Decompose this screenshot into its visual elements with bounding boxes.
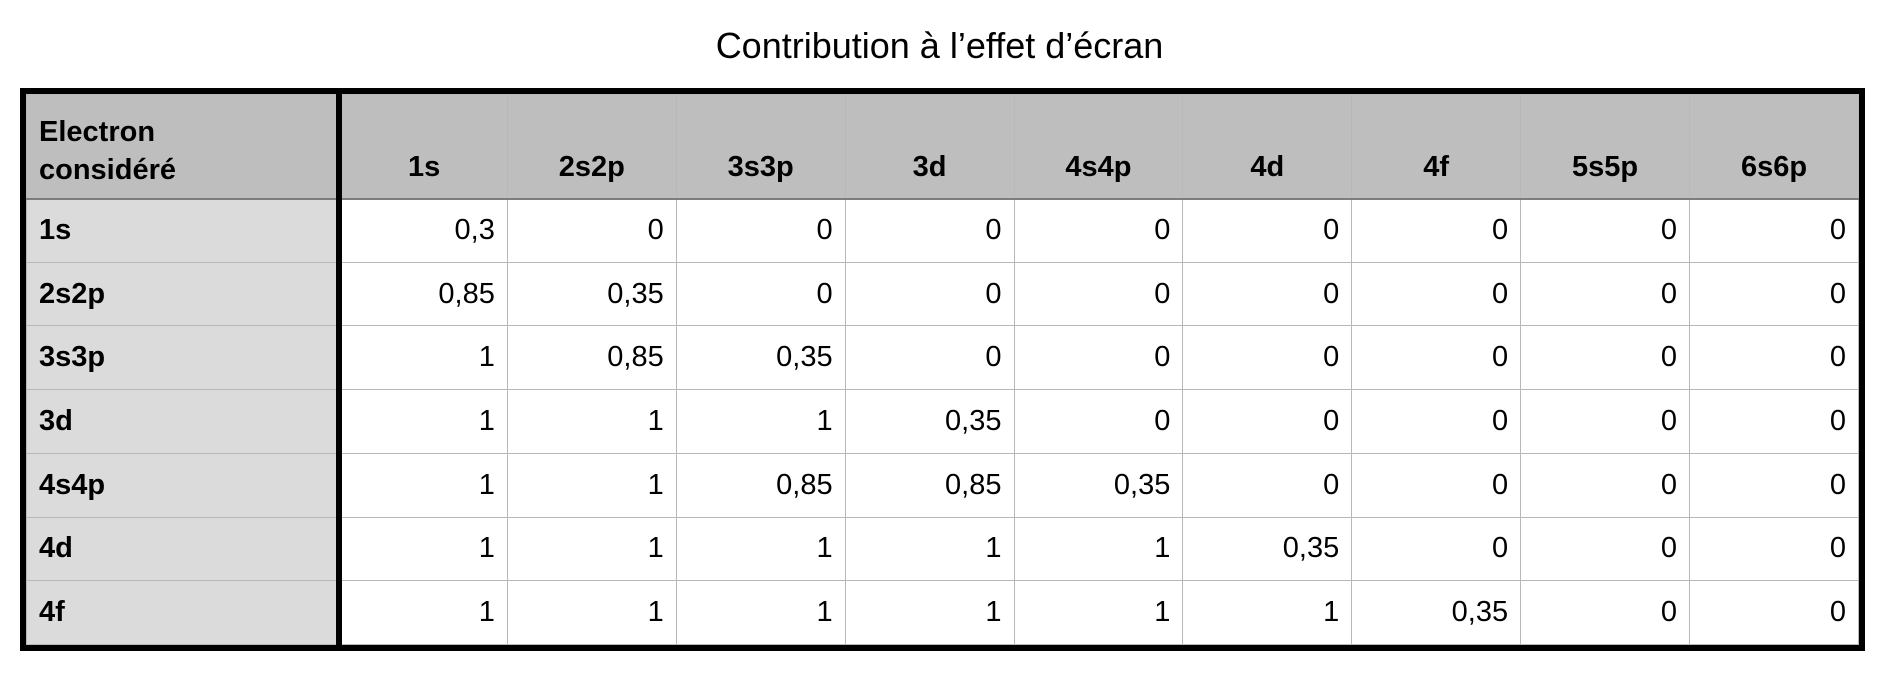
table-cell: 0 xyxy=(1182,198,1353,263)
table-cell: 0,85 xyxy=(675,452,846,518)
column-header-5s5p: 5s5p xyxy=(1520,94,1690,200)
table-cell: 0,85 xyxy=(506,325,677,391)
table-cell: 0,35 xyxy=(1013,452,1184,518)
table-cell: 0,35 xyxy=(675,325,846,391)
table-row: 4d 1 1 1 1 1 0,35 0 0 0 xyxy=(26,516,1859,582)
table-cell: 1 xyxy=(338,516,508,582)
table-cell: 0 xyxy=(1182,452,1353,518)
table-cell: 0 xyxy=(675,198,846,263)
table-cell: 0 xyxy=(1351,389,1522,454)
table-row: 4f 1 1 1 1 1 1 0,35 0 0 xyxy=(26,580,1859,645)
table-cell: 0 xyxy=(1520,452,1690,518)
row-header: 3d xyxy=(26,389,342,454)
table-cell: 1 xyxy=(1182,580,1353,645)
table-cell: 1 xyxy=(506,389,677,454)
table-cell: 0 xyxy=(1520,580,1690,645)
column-header-1s: 1s xyxy=(338,94,508,200)
table-cell: 0 xyxy=(1520,325,1690,391)
table-cell: 0 xyxy=(1351,452,1522,518)
corner-label-line1: Electron xyxy=(39,116,156,148)
table-cell: 0 xyxy=(1520,261,1690,327)
screening-table-grid: Electron considéré 1s 2s2p 3s3p 3d 4s4p … xyxy=(26,94,1859,645)
table-cell: 0 xyxy=(1182,389,1353,454)
row-header: 1s xyxy=(26,198,342,263)
table-cell: 0 xyxy=(506,198,677,263)
table-cell: 1 xyxy=(506,580,677,645)
table-cell: 1 xyxy=(338,452,508,518)
table-cell: 0 xyxy=(1351,325,1522,391)
table-cell: 0 xyxy=(1689,516,1859,582)
table-cell: 0 xyxy=(1013,198,1184,263)
table-cell: 0 xyxy=(844,198,1015,263)
table-cell: 0,35 xyxy=(1351,580,1522,645)
row-header: 4d xyxy=(26,516,342,582)
table-cell: 1 xyxy=(1013,580,1184,645)
table-cell: 0 xyxy=(1689,452,1859,518)
table-cell: 1 xyxy=(506,452,677,518)
page-title: Contribution à l’effet d’écran xyxy=(715,25,1164,66)
table-cell: 0 xyxy=(1689,261,1859,327)
column-header-3s3p: 3s3p xyxy=(675,94,846,200)
table-cell: 1 xyxy=(338,325,508,391)
table-row: 1s 0,3 0 0 0 0 0 0 0 0 xyxy=(26,198,1859,263)
header-row: Electron considéré 1s 2s2p 3s3p 3d 4s4p … xyxy=(26,94,1859,200)
column-header-4f: 4f xyxy=(1351,94,1522,200)
column-header-6s6p: 6s6p xyxy=(1689,94,1859,200)
table-cell: 1 xyxy=(675,580,846,645)
table-cell: 1 xyxy=(844,516,1015,582)
table-cell: 0,85 xyxy=(844,452,1015,518)
table-row: 3s3p 1 0,85 0,35 0 0 0 0 0 0 xyxy=(26,325,1859,391)
table-cell: 0 xyxy=(1013,261,1184,327)
table-cell: 0,35 xyxy=(506,261,677,327)
table-cell: 0 xyxy=(844,261,1015,327)
screening-table: Electron considéré 1s 2s2p 3s3p 3d 4s4p … xyxy=(20,88,1865,651)
table-cell: 0 xyxy=(1689,389,1859,454)
column-header-4s4p: 4s4p xyxy=(1013,94,1184,200)
table-cell: 0 xyxy=(1689,580,1859,645)
table-cell: 1 xyxy=(675,516,846,582)
table-cell: 0 xyxy=(1013,389,1184,454)
table-cell: 0,35 xyxy=(1182,516,1353,582)
table-cell: 0 xyxy=(1689,325,1859,391)
corner-label-line2: considéré xyxy=(39,154,176,186)
table-cell: 0 xyxy=(1520,389,1690,454)
table-row: 3d 1 1 1 0,35 0 0 0 0 0 xyxy=(26,389,1859,454)
table-cell: 0 xyxy=(675,261,846,327)
table-cell: 1 xyxy=(338,389,508,454)
corner-header: Electron considéré xyxy=(26,94,342,200)
table-row: 2s2p 0,85 0,35 0 0 0 0 0 0 0 xyxy=(26,261,1859,327)
table-cell: 1 xyxy=(675,389,846,454)
table-cell: 0 xyxy=(1182,261,1353,327)
column-header-3d: 3d xyxy=(844,94,1015,200)
row-header: 3s3p xyxy=(26,325,342,391)
column-header-4d: 4d xyxy=(1182,94,1353,200)
table-cell: 0 xyxy=(1351,261,1522,327)
table-cell: 0,35 xyxy=(844,389,1015,454)
table-cell: 0,3 xyxy=(338,198,508,263)
table-cell: 0 xyxy=(1351,198,1522,263)
row-header: 4f xyxy=(26,580,342,645)
table-cell: 0,85 xyxy=(338,261,508,327)
row-header: 2s2p xyxy=(26,261,342,327)
table-cell: 0 xyxy=(1351,516,1522,582)
table-cell: 0 xyxy=(844,325,1015,391)
table-cell: 1 xyxy=(844,580,1015,645)
table-cell: 0 xyxy=(1520,516,1690,582)
table-cell: 0 xyxy=(1013,325,1184,391)
row-header: 4s4p xyxy=(26,452,342,518)
table-cell: 0 xyxy=(1689,198,1859,263)
table-cell: 1 xyxy=(338,580,508,645)
table-cell: 1 xyxy=(1013,516,1184,582)
table-cell: 0 xyxy=(1182,325,1353,391)
column-header-2s2p: 2s2p xyxy=(506,94,677,200)
table-cell: 0 xyxy=(1520,198,1690,263)
table-cell: 1 xyxy=(506,516,677,582)
table-row: 4s4p 1 1 0,85 0,85 0,35 0 0 0 0 xyxy=(26,452,1859,518)
